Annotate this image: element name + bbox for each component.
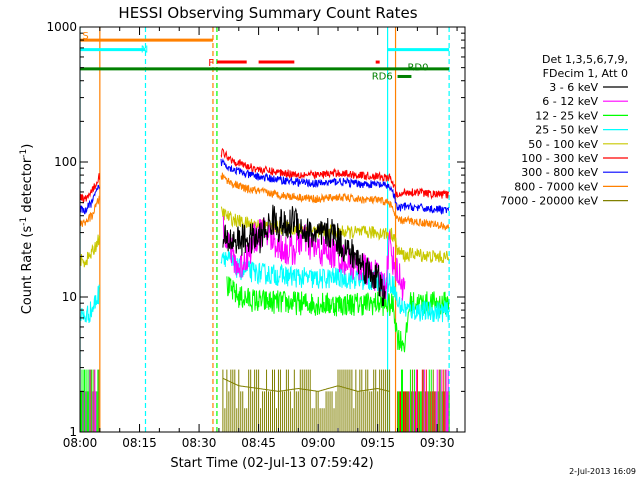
y-tick-label: 1: [69, 425, 77, 439]
y-axis-label-part: detector: [20, 157, 35, 217]
x-axis: 08:00 08:15 08:30 08:45 09:00 09:15 09:30: [63, 27, 458, 450]
legend-entry-label: 100 - 300 keV: [521, 152, 598, 165]
x-tick-label: 08:15: [122, 436, 157, 450]
y-axis: 1 10 100 1000: [46, 20, 465, 439]
chart-title: HESSI Observing Summary Count Rates: [118, 4, 417, 22]
series-line-7000-20000kev: [222, 377, 390, 392]
legend-entry-label: 3 - 6 keV: [549, 81, 598, 94]
legend-entry-label: 50 - 100 keV: [528, 138, 598, 151]
series-line-25-50kev: [80, 284, 100, 324]
series-line-100-300kev: [220, 147, 450, 200]
series-line-800-7000kev: [220, 172, 450, 231]
series-line-3-6kev: [222, 204, 386, 307]
flag-label-n: N: [141, 45, 148, 56]
y-axis-label-part: Count Rate (s: [20, 226, 35, 315]
series-line-300-800kev: [80, 184, 100, 215]
legend-header-line: FDecim 1, Att 0: [543, 67, 628, 80]
x-axis-label: Start Time (02-Jul-13 07:59:42): [170, 456, 373, 471]
timestamp-footer: 2-Jul-2013 16:09: [569, 467, 636, 476]
y-tick-label: 1000: [46, 20, 77, 34]
legend-header-line: Det 1,3,5,6,7,9,: [542, 53, 628, 66]
x-tick-label: 08:00: [63, 436, 98, 450]
y-axis-label-sup: -1: [19, 149, 29, 158]
series-line-25-50kev: [220, 250, 450, 323]
y-axis-label: Count Rate (s-1 detector-1): [19, 144, 35, 315]
series-line-300-800kev: [220, 158, 450, 216]
x-tick-label: 09:15: [360, 436, 395, 450]
y-axis-label-part: ): [20, 144, 35, 149]
plot-frame: [79, 26, 466, 433]
y-tick-label: 100: [54, 155, 77, 169]
series-line-800-7000kev: [80, 195, 100, 227]
legend-entry-label: 6 - 12 keV: [542, 95, 598, 108]
legend-entry-label: 12 - 25 keV: [535, 109, 598, 122]
y-tick-label: 10: [62, 290, 77, 304]
legend-entry-label: 25 - 50 keV: [535, 124, 598, 137]
legend-entry-label: 300 - 800 keV: [521, 166, 598, 179]
flag-label-rd6: RD6: [372, 71, 393, 82]
legend: Det 1,3,5,6,7,9, FDecim 1, Att 0 3 - 6 k…: [500, 53, 628, 208]
x-tick-label: 09:00: [301, 436, 336, 450]
flag-label-s: S: [82, 31, 88, 42]
legend-entry-label: 7000 - 20000 keV: [500, 195, 598, 208]
legend-entry-label: 800 - 7000 keV: [514, 180, 598, 193]
flag-label-rd0: RD0: [407, 62, 428, 73]
x-tick-label: 08:45: [241, 436, 276, 450]
x-tick-label: 09:30: [420, 436, 455, 450]
y-axis-label-sup: -1: [19, 217, 29, 226]
series-line-12-25kev: [226, 276, 450, 353]
x-tick-label: 08:30: [182, 436, 217, 450]
series-line-50-100kev: [80, 234, 100, 268]
plot-area: [80, 27, 450, 432]
flag-label-f: F: [208, 58, 214, 69]
series-line-100-300kev: [80, 173, 100, 204]
